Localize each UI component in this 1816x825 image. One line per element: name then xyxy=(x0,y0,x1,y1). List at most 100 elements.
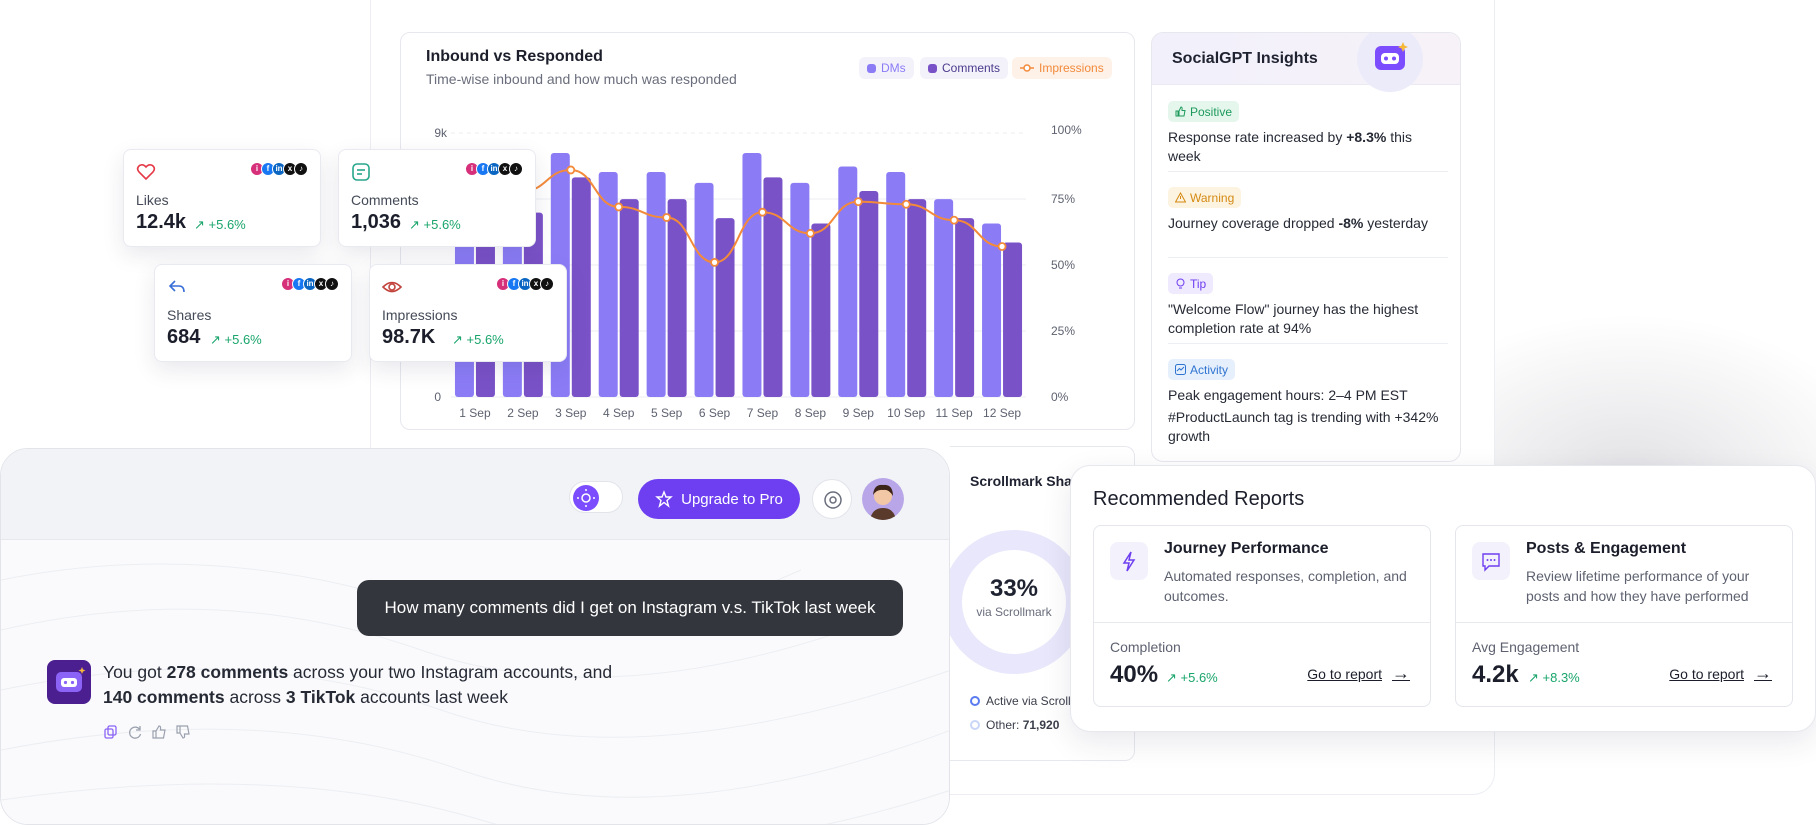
legend-dms-label: DMs xyxy=(881,61,906,75)
insight-positive-text: Response rate increased by +8.3% this we… xyxy=(1168,129,1412,164)
tiktok-icon: ♪ xyxy=(294,162,308,176)
report-card-posts[interactable]: Posts & Engagement Review lifetime perfo… xyxy=(1455,525,1793,707)
stat-change: ↗ +5.6% xyxy=(409,217,461,232)
bar-dms xyxy=(982,223,1002,397)
y-tick-right: 50% xyxy=(1051,258,1075,272)
bar-comments xyxy=(571,177,591,397)
stat-card-impressions[interactable]: i f in x ♪ Impressions 98.7K ↗ +5.6% xyxy=(369,264,567,362)
metric-label: Avg Engagement xyxy=(1472,639,1580,655)
bar-dms xyxy=(646,171,666,397)
thumbs-up-icon[interactable] xyxy=(151,724,167,740)
impressions-point xyxy=(949,215,959,225)
insight-warning: Warning Journey coverage dropped -8% yes… xyxy=(1168,187,1448,233)
bar-dms xyxy=(790,182,810,397)
copy-icon[interactable] xyxy=(103,724,119,740)
chat-panel: Upgrade to Pro xyxy=(0,448,950,825)
stat-card-likes[interactable]: i f in x ♪ Likes 12.4k ↗ +5.6% xyxy=(123,149,321,247)
social-icons: i f in x ♪ xyxy=(465,162,523,176)
impressions-point xyxy=(662,213,672,222)
legend-comments[interactable]: Comments xyxy=(920,57,1009,79)
user-message-bubble: How many comments did I get on Instagram… xyxy=(357,580,903,636)
bot-logo-icon xyxy=(1375,42,1408,70)
user-avatar[interactable] xyxy=(862,478,904,520)
eye-icon xyxy=(382,281,402,293)
comment-icon xyxy=(352,163,370,181)
chart-title: Inbound vs Responded xyxy=(426,48,603,65)
stat-change: ↗ +5.6% xyxy=(194,217,246,232)
activity-badge: Activity xyxy=(1168,359,1236,380)
report-card-journey[interactable]: Journey Performance Automated responses,… xyxy=(1093,525,1431,707)
stat-card-comments[interactable]: i f in x ♪ Comments 1,036 ↗ +5.6% xyxy=(338,149,536,247)
tiktok-icon: ♪ xyxy=(509,162,523,176)
avatar-illustration xyxy=(862,478,904,520)
impressions-point xyxy=(710,257,719,267)
bar-dms xyxy=(886,171,906,397)
go-to-report-link[interactable]: Go to report → xyxy=(1669,663,1772,683)
x-tick-label: 4 Sep xyxy=(603,406,635,420)
legend-other: Other: 71,920 xyxy=(970,718,1080,732)
bar-comments xyxy=(715,218,735,397)
thumbs-up-icon xyxy=(1175,106,1186,117)
tip-badge-label: Tip xyxy=(1190,276,1207,291)
x-tick-label: 9 Sep xyxy=(843,406,875,420)
x-tick-label: 3 Sep xyxy=(555,406,587,420)
arrow-right-icon: → xyxy=(1754,663,1772,683)
chat-header: Upgrade to Pro xyxy=(1,449,949,540)
share-via-label: via Scrollmark xyxy=(976,605,1052,619)
legend-impressions[interactable]: Impressions xyxy=(1012,57,1112,79)
upgrade-to-pro-button[interactable]: Upgrade to Pro xyxy=(638,479,800,519)
x-tick-label: 7 Sep xyxy=(747,406,779,420)
y-tick-right: 0% xyxy=(1051,390,1069,404)
regenerate-icon[interactable] xyxy=(127,724,143,740)
impressions-point xyxy=(901,199,911,209)
stat-card-shares[interactable]: i f in x ♪ Shares 684 ↗ +5.6% xyxy=(154,264,352,362)
bot-response: You got 278 comments across your two Ins… xyxy=(103,662,613,707)
bar-comments xyxy=(811,223,831,397)
x-tick-label: 10 Sep xyxy=(887,406,925,420)
bar-dms xyxy=(742,153,762,397)
bar-dms xyxy=(838,166,858,397)
insight-activity-text: Peak engagement hours: 2–4 PM EST xyxy=(1168,387,1408,403)
sparkle-icon xyxy=(655,490,673,508)
x-tick-label: 6 Sep xyxy=(699,406,731,420)
impressions-point xyxy=(805,228,815,238)
bar-comments xyxy=(859,190,879,397)
bar-dms xyxy=(934,199,954,397)
bar-comments xyxy=(619,199,639,397)
line-marker-icon xyxy=(1020,64,1034,72)
activity-badge-label: Activity xyxy=(1190,362,1229,377)
divider xyxy=(1168,171,1448,172)
divider xyxy=(1094,622,1430,623)
heart-icon xyxy=(136,163,156,181)
impressions-point xyxy=(997,242,1007,251)
insight-activity-text-2: #ProductLaunch tag is trending with +342… xyxy=(1168,409,1439,444)
go-to-report-link[interactable]: Go to report → xyxy=(1307,663,1410,683)
theme-toggle[interactable] xyxy=(569,481,623,513)
share-percentage: 33% xyxy=(989,575,1039,602)
legend-dms-swatch xyxy=(867,63,876,73)
bar-dms xyxy=(694,182,714,397)
report-icon-box xyxy=(1110,542,1148,580)
settings-button[interactable] xyxy=(812,479,852,519)
chart-subtitle: Time-wise inbound and how much was respo… xyxy=(426,71,737,87)
bot-avatar xyxy=(47,660,91,704)
warning-badge-label: Warning xyxy=(1190,190,1235,205)
metric-value: 4.2k xyxy=(1472,661,1519,688)
legend-dms[interactable]: DMs xyxy=(859,57,914,79)
radio-dot-icon xyxy=(970,696,980,706)
x-tick-label: 12 Sep xyxy=(983,406,1021,420)
reports-title: Recommended Reports xyxy=(1093,488,1305,510)
insight-warning-text: Journey coverage dropped -8% yesterday xyxy=(1168,215,1428,231)
recommended-reports-panel: Recommended Reports Journey Performance … xyxy=(1070,465,1816,732)
bar-comments xyxy=(1003,242,1023,397)
stat-value: 1,036 xyxy=(351,211,402,233)
y-tick-left: 0 xyxy=(434,390,441,404)
upgrade-label: Upgrade to Pro xyxy=(681,490,783,508)
thumbs-down-icon[interactable] xyxy=(175,724,191,740)
report-name: Journey Performance xyxy=(1164,540,1329,557)
warning-badge: Warning xyxy=(1168,187,1242,208)
metric-change: ↗ +5.6% xyxy=(1166,670,1218,685)
bar-comments xyxy=(955,218,975,397)
gear-icon xyxy=(824,491,842,509)
bot-logo-icon xyxy=(56,667,86,692)
